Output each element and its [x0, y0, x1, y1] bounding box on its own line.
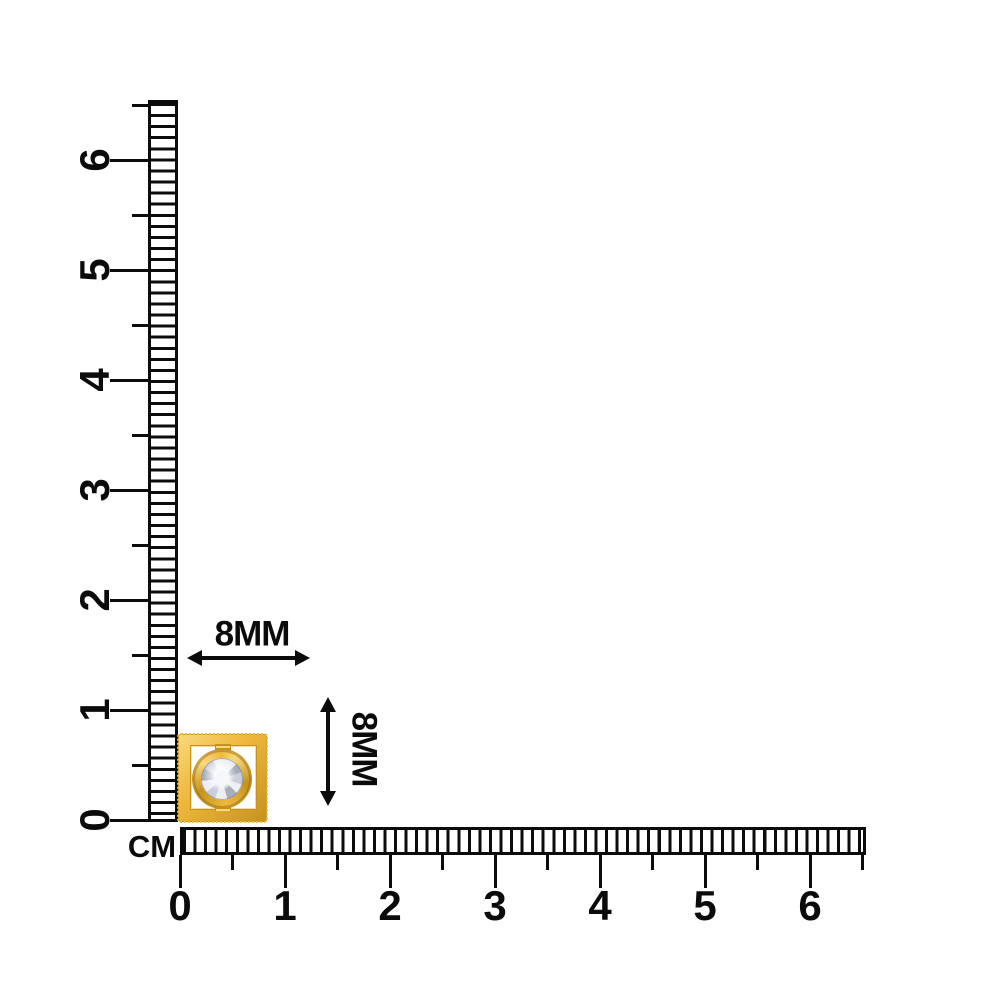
half-cm-tick — [441, 855, 444, 870]
pendant-gold-bezel — [193, 750, 251, 808]
half-cm-tick — [132, 103, 148, 107]
arrow-down-head-icon — [320, 791, 336, 806]
cm-tick — [388, 855, 392, 888]
pendant-diamond-stone — [201, 758, 243, 800]
horizontal-ruler-scale — [180, 827, 866, 855]
height-dimension-label: 8MM — [344, 711, 384, 787]
cm-tick — [703, 855, 707, 888]
pendant-product-image — [177, 733, 268, 823]
half-cm-tick — [132, 653, 148, 657]
cm-tick — [110, 268, 148, 272]
cm-tick — [808, 855, 812, 888]
half-cm-tick — [336, 855, 339, 870]
half-cm-tick — [132, 433, 148, 437]
cm-unit-label: CM — [127, 829, 177, 864]
tick-number: 1 — [71, 698, 118, 722]
half-cm-tick — [546, 855, 549, 870]
tick-number: 5 — [71, 258, 118, 282]
tick-number: 0 — [168, 882, 192, 929]
cm-tick — [110, 708, 148, 712]
arrow-up-head-icon — [320, 697, 336, 712]
tick-number: 1 — [273, 882, 297, 929]
half-cm-tick — [861, 855, 864, 870]
cm-tick — [110, 158, 148, 162]
width-dimension-arrow — [187, 650, 310, 666]
tick-number: 2 — [71, 588, 118, 612]
cm-tick — [283, 855, 287, 888]
cm-tick — [110, 378, 148, 382]
tick-number: 0 — [71, 808, 118, 832]
cm-tick — [598, 855, 602, 888]
half-cm-tick — [132, 323, 148, 327]
arrow-shaft — [326, 705, 330, 798]
half-cm-tick — [651, 855, 654, 870]
vertical-ruler-scale — [148, 100, 178, 822]
tick-number: 5 — [693, 882, 717, 929]
cm-tick — [110, 598, 148, 602]
tick-number: 6 — [71, 148, 118, 172]
half-cm-tick — [132, 763, 148, 767]
half-cm-tick — [756, 855, 759, 870]
half-cm-tick — [132, 213, 148, 217]
arrow-right-head-icon — [295, 650, 310, 666]
arrow-shaft — [195, 656, 302, 660]
cm-tick — [110, 818, 148, 822]
tick-number: 3 — [71, 478, 118, 502]
arrow-left-head-icon — [187, 650, 202, 666]
tick-number: 6 — [798, 882, 822, 929]
tick-number: 2 — [378, 882, 402, 929]
tick-number: 3 — [483, 882, 507, 929]
tick-number: 4 — [71, 368, 118, 392]
cm-tick — [493, 855, 497, 888]
cm-tick — [178, 855, 182, 888]
cm-tick — [110, 488, 148, 492]
width-dimension-label: 8MM — [214, 614, 291, 654]
half-cm-tick — [132, 543, 148, 547]
half-cm-tick — [231, 855, 234, 870]
tick-number: 4 — [588, 882, 612, 929]
height-dimension-arrow — [320, 697, 336, 806]
